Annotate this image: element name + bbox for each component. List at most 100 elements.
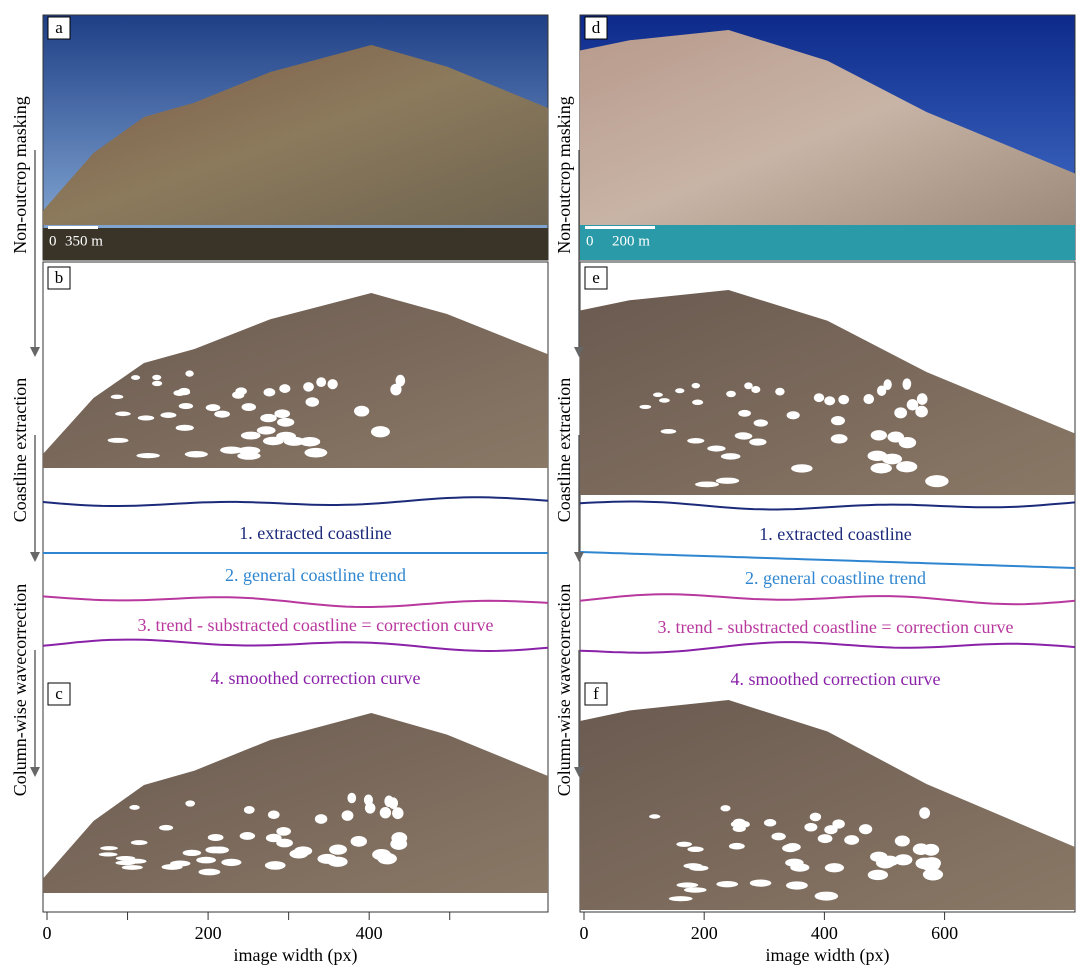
x-tick-label: 0 [580,923,589,943]
snow-patch [185,451,208,457]
snow-patch [735,432,751,439]
snow-patch [108,438,129,442]
snow-patch [372,849,391,860]
snow-patch [831,416,845,425]
snow-patch [695,481,719,487]
snow-patch [653,393,663,397]
snow-patch [716,881,738,887]
x-tick-label: 200 [691,923,718,943]
coastline-curve [43,640,548,651]
snow-patch [917,393,928,405]
snow-patch [214,411,230,418]
figure: 0350 m1. extracted coastline2. general c… [0,0,1076,970]
snow-patch [669,896,693,901]
scale-bar [585,226,655,229]
snow-patch [198,869,220,876]
snow-patch [240,832,255,840]
snow-patch [351,836,367,847]
snow-patch [127,859,147,864]
snow-patch [99,852,118,856]
snow-patch [176,425,194,431]
snow-patch [896,461,917,472]
snow-patch [921,859,940,871]
snow-patch [111,395,124,399]
side-label: Column-wise wavecorrection [10,584,30,796]
photo-water [43,228,548,260]
masked-outcrop [43,713,548,893]
snow-patch [707,446,725,452]
snow-patch [818,834,833,843]
side-arrowhead [30,347,40,357]
snow-patch [771,833,785,841]
snow-patch [241,432,261,440]
curve-label: 3. trend - substracted coastline = corre… [137,615,493,635]
scale-zero: 0 [49,233,57,249]
figure-body: 0350 m1. extracted coastline2. general c… [10,15,1075,966]
snow-patch [720,805,730,811]
snow-patch [131,840,148,845]
snow-patch [810,813,821,822]
snow-patch [825,863,844,872]
snow-patch [391,832,407,844]
snow-patch [266,834,282,843]
panel-label: d [592,18,601,37]
snow-patch [786,881,808,889]
snow-patch [782,844,798,852]
snow-patch [639,405,651,409]
snow-patch [206,404,221,411]
column: 0200 m1. extracted coastline2. general c… [554,15,1075,966]
scale-length: 350 m [65,233,103,249]
snow-patch [294,846,312,855]
snow-patch [814,393,824,402]
coastline-curve [43,497,548,506]
coastline-curve [580,594,1075,604]
snow-patch [392,807,403,819]
snow-patch [729,843,745,850]
snow-patch [327,379,337,389]
scale-bar [48,226,98,229]
side-arrowhead [30,552,40,562]
panel-label: e [592,268,600,287]
snow-patch [329,845,347,855]
panel-label: c [55,684,63,703]
snow-patch [380,807,391,818]
snow-patch [265,861,286,870]
snow-patch [244,806,255,814]
snow-patch [649,814,660,818]
snow-patch [894,407,907,418]
snow-patch [804,823,817,832]
photo-water [580,225,1075,260]
snow-patch [316,377,326,387]
snow-patch [863,394,874,404]
masked-outcrop [580,700,1075,910]
snow-patch [684,887,707,892]
panel-label: b [55,268,64,287]
snow-patch [687,438,704,444]
snow-patch [208,834,224,841]
snow-patch [726,391,736,397]
coastline-curve [580,552,1075,568]
snow-patch [754,419,768,426]
curve-label: 3. trend - substracted coastline = corre… [657,617,1013,637]
panel-label: a [55,18,63,37]
side-label: Coastline extraction [10,378,30,522]
coastline-curve [580,502,1075,510]
snow-patch [274,409,290,418]
snow-patch [185,370,193,376]
snow-patch [844,835,859,845]
snow-patch [303,382,314,391]
x-tick-label: 400 [356,923,383,943]
snow-patch [661,429,677,434]
coastline-curve [580,642,1075,653]
snow-patch [185,800,195,806]
snow-patch [159,825,173,831]
snow-patch [100,846,118,850]
x-axis-label: image width (px) [766,945,890,966]
panel-label: f [593,684,599,703]
side-label: Coastline extraction [554,378,574,522]
snow-patch [882,454,902,465]
snow-patch [277,418,294,427]
snow-patch [371,426,390,437]
snow-patch [903,378,911,389]
